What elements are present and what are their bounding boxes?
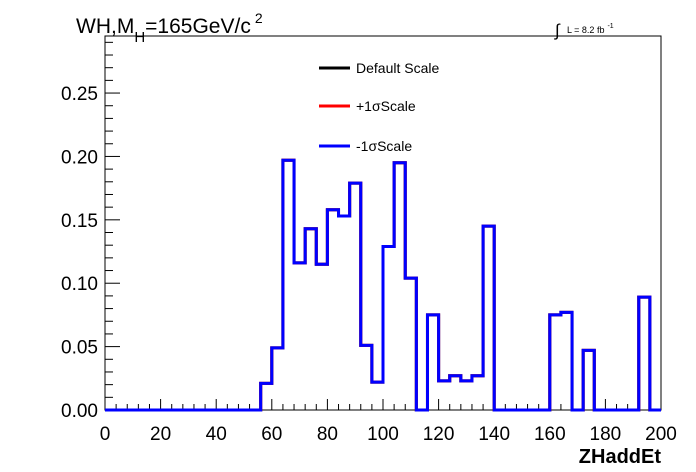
y-tick-label: 0.00 (61, 401, 98, 422)
y-axis: 0.00 0.05 0.10 0.15 0.20 0.25 (61, 41, 120, 422)
x-axis: 0 20 40 60 80 100 120 140 160 180 200 (100, 399, 677, 445)
x-axis-title: ZHaddEt (579, 446, 662, 468)
x-tick-label: 160 (534, 424, 566, 445)
x-tick-label: 120 (423, 424, 455, 445)
y-tick-label: 0.15 (61, 211, 98, 232)
x-tick-label: 140 (478, 424, 510, 445)
integral-symbol: ∫ (554, 21, 561, 40)
series-layer (105, 158, 661, 412)
x-tick-label: 100 (367, 424, 399, 445)
series-line-2 (105, 158, 661, 412)
legend-label: -1σScale (356, 138, 412, 154)
x-tick-label: 60 (261, 424, 282, 445)
x-tick-label: 200 (645, 424, 677, 445)
y-tick-label: 0.10 (61, 274, 98, 295)
legend-item: -1σScale (319, 138, 412, 154)
luminosity-text: L = 8.2 fb -1 (567, 23, 614, 35)
y-tick-label: 0.05 (61, 338, 98, 359)
y-tick-label: 0.20 (61, 147, 98, 168)
x-tick-label: 40 (206, 424, 227, 445)
legend-label: Default Scale (356, 60, 439, 76)
legend-label: +1σScale (356, 98, 416, 114)
legend-item: +1σScale (319, 98, 416, 114)
x-tick-label: 20 (150, 424, 171, 445)
y-tick-label: 0.25 (61, 84, 98, 105)
plot-title: WH,MH=165GeV/c 2 (76, 10, 263, 46)
x-tick-label: 180 (590, 424, 622, 445)
x-tick-label: 0 (100, 424, 111, 445)
legend-item: Default Scale (319, 60, 439, 76)
luminosity-label: ∫ L = 8.2 fb -1 (554, 21, 614, 40)
x-tick-label: 80 (317, 424, 338, 445)
legend: Default Scale +1σScale -1σScale (319, 60, 439, 154)
